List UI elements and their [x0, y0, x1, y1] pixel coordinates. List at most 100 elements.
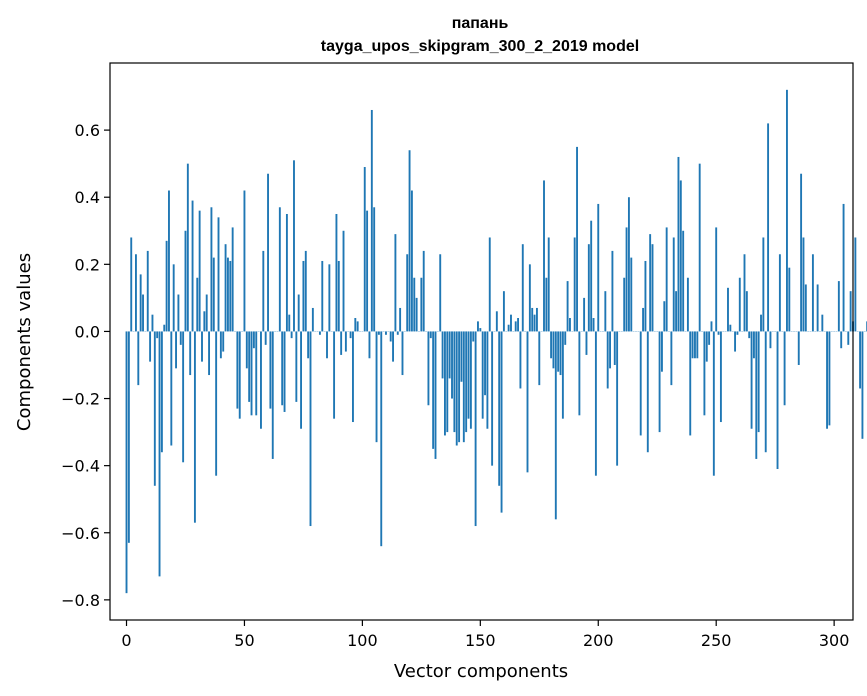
bar-165: [514, 321, 517, 332]
bar-37: [212, 257, 215, 332]
bar-266: [752, 331, 755, 359]
bar-1: [127, 331, 130, 543]
bar-128: [427, 331, 430, 406]
bar-11: [151, 314, 154, 332]
bar-139: [453, 331, 456, 433]
bar-57: [260, 331, 262, 429]
bar-264: [748, 331, 751, 339]
bar-95: [349, 331, 352, 339]
bar-311: [859, 331, 862, 389]
bar-105: [373, 207, 376, 332]
bar-82: [318, 331, 321, 335]
bar-133: [439, 254, 442, 332]
bar-179: [547, 237, 550, 332]
bar-51: [245, 331, 248, 369]
bar-117: [401, 331, 404, 376]
bar-150: [479, 328, 482, 332]
bar-78: [309, 331, 312, 527]
y-tick-label: 0.0: [75, 322, 100, 341]
bar-7: [142, 294, 144, 332]
bar-184: [559, 331, 562, 376]
bar-24: [182, 331, 185, 463]
bar-59: [264, 331, 267, 345]
bar-208: [616, 331, 619, 466]
bar-142: [460, 331, 463, 382]
bar-258: [734, 331, 737, 352]
bar-131: [434, 331, 437, 459]
bar-125: [420, 277, 423, 332]
bar-16: [163, 324, 166, 332]
bar-249: [712, 331, 715, 476]
bar-251: [717, 331, 720, 335]
bar-90: [337, 260, 340, 332]
bar-297: [826, 331, 828, 429]
bar-60: [267, 173, 269, 332]
bar-48: [238, 331, 241, 419]
bar-25: [184, 230, 187, 332]
bar-221: [646, 331, 649, 453]
bar-171: [528, 264, 531, 332]
bar-101: [363, 167, 366, 332]
bar-287: [802, 237, 805, 332]
bar-234: [677, 156, 680, 332]
bar-69: [288, 314, 291, 332]
bar-44: [229, 260, 232, 332]
bar-206: [611, 250, 614, 332]
y-tick-label: −0.2: [61, 390, 100, 409]
bar-269: [760, 314, 762, 332]
bar-205: [609, 331, 611, 369]
bar-74: [300, 331, 302, 429]
y-tick-label: −0.4: [61, 457, 100, 476]
bar-211: [623, 277, 626, 332]
bar-107: [377, 331, 380, 335]
bar-190: [573, 237, 576, 332]
bar-172: [531, 307, 534, 332]
bar-143: [462, 331, 465, 443]
bar-136: [446, 331, 449, 433]
bar-153: [486, 331, 489, 429]
bar-96: [352, 331, 354, 423]
chart-subtitle: tayga_upos_skipgram_300_2_2019 model: [321, 38, 639, 55]
bar-303: [840, 331, 843, 349]
bar-245: [703, 331, 706, 416]
bar-295: [821, 314, 824, 332]
bar-259: [736, 331, 739, 335]
bar-191: [576, 146, 578, 332]
bar-183: [557, 331, 560, 372]
bar-144: [465, 331, 468, 433]
bar-97: [354, 318, 357, 332]
bar-47: [236, 331, 239, 409]
bar-5: [137, 331, 140, 386]
bar-173: [533, 314, 536, 332]
bar-166: [517, 318, 520, 332]
bar-198: [592, 318, 595, 332]
bar-177: [543, 180, 545, 332]
bar-21: [175, 331, 177, 369]
bar-228: [663, 301, 666, 332]
bar-268: [757, 331, 760, 433]
bar-256: [729, 324, 732, 332]
bar-203: [604, 291, 607, 332]
bar-272: [767, 123, 770, 332]
bar-120: [408, 150, 411, 332]
bar-93: [344, 331, 347, 352]
bar-55: [255, 331, 258, 416]
y-axis-ticks: −0.8 −0.6 −0.4 −0.2 0.0 0.2 0.4 0.6: [61, 121, 110, 610]
bar-134: [441, 331, 444, 379]
bar-238: [686, 277, 689, 332]
bar-293: [816, 284, 819, 332]
bar-220: [644, 260, 647, 332]
bar-76: [304, 250, 307, 332]
bar-250: [715, 227, 718, 332]
bar-33: [203, 311, 206, 332]
bar-53: [250, 331, 253, 416]
bar-108: [380, 331, 383, 547]
bar-212: [625, 227, 628, 332]
bar-135: [444, 331, 446, 436]
bar-162: [507, 324, 510, 332]
y-tick-label: 0.2: [75, 255, 100, 274]
x-axis-ticks: 0 50 100 150 200 250 300: [121, 620, 849, 650]
bar-180: [550, 331, 553, 359]
bar-71: [293, 160, 295, 332]
bar-113: [392, 331, 394, 362]
